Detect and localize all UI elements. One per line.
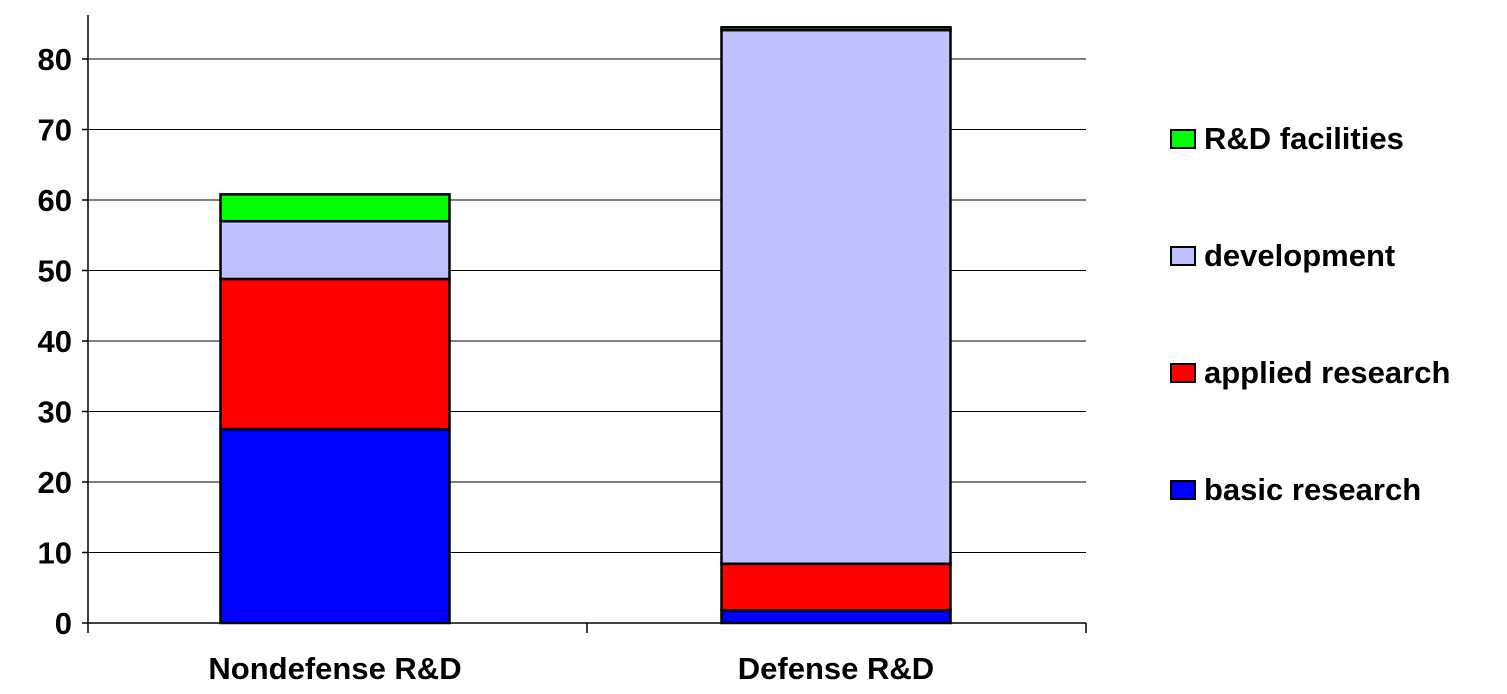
legend-swatch (1170, 480, 1196, 500)
x-tick-labels: Nondefense R&D Defense R&D (208, 651, 934, 686)
bar-segment-basic-research-2 (720, 609, 952, 625)
bar-segment-applied-research-2 (720, 562, 952, 612)
bar-segment-development-1 (219, 219, 451, 281)
legend-swatch (1170, 129, 1196, 149)
y-tick-label-40: 40 (38, 324, 72, 359)
legend-label: R&D facilities (1204, 121, 1404, 156)
bar-stacks (219, 26, 952, 625)
legend-item-r-d-facilities: R&D facilities (1170, 121, 1404, 157)
bar-segment-r-d-facilities-1 (219, 193, 451, 223)
y-tick-label-80: 80 (38, 42, 72, 77)
legend-item-development: development (1170, 238, 1395, 274)
y-tick-label-0: 0 (55, 606, 72, 641)
y-tick-label-50: 50 (38, 254, 72, 289)
bar-segment-development-2 (720, 28, 952, 566)
legend-label: applied research (1204, 355, 1451, 390)
legend-label: development (1204, 238, 1396, 273)
y-tick-label-60: 60 (38, 183, 72, 218)
y-tick-label-70: 70 (38, 113, 72, 148)
legend-label: basic research (1204, 472, 1422, 507)
y-tick-label-30: 30 (38, 395, 72, 430)
x-tick-label-1: Nondefense R&D (208, 651, 461, 686)
x-tick-label-2: Defense R&D (738, 651, 934, 686)
bar-segment-basic-research-1 (219, 427, 451, 625)
legend-item-basic-research: basic research (1170, 472, 1421, 508)
legend: R&D facilities development applied researc… (1170, 0, 1500, 694)
bar-segment-r-d-facilities-2 (720, 26, 952, 32)
legend-swatch (1170, 246, 1196, 266)
bar-segment-applied-research-1 (219, 277, 451, 431)
y-tick-labels: 0 10 20 30 40 50 60 70 80 (38, 42, 72, 641)
legend-swatch (1170, 363, 1196, 383)
y-tick-label-20: 20 (38, 465, 72, 500)
legend-item-applied-research: applied research (1170, 355, 1450, 391)
y-tick-label-10: 10 (38, 536, 72, 571)
axes (82, 15, 1087, 633)
